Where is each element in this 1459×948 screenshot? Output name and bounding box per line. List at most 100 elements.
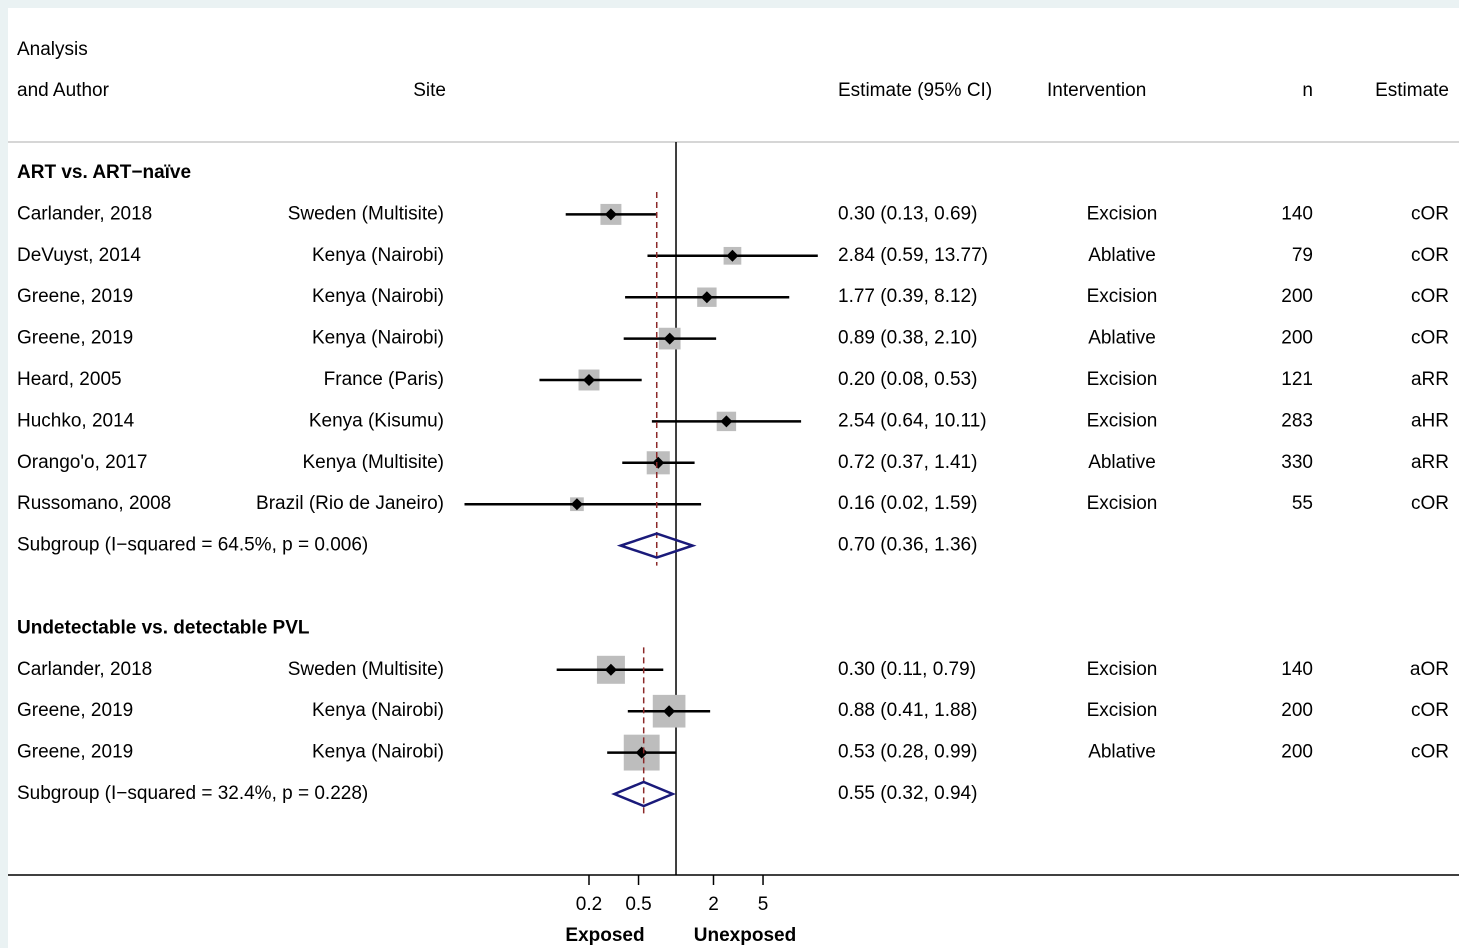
header-measure: Estimate	[1375, 80, 1449, 101]
x-label-right: Unexposed	[694, 925, 796, 946]
point-estimate	[663, 332, 676, 345]
study-measure: cOR	[1411, 203, 1449, 224]
study-measure: cOR	[1411, 493, 1449, 514]
study-author: Greene, 2019	[17, 286, 133, 307]
point-estimate	[570, 498, 583, 511]
pooled-diamond	[616, 532, 697, 559]
header-n: n	[1302, 80, 1313, 101]
study-estimate: 2.84 (0.59, 13.77)	[838, 245, 988, 266]
study-intervention: Ablative	[1088, 742, 1156, 763]
study-author: Heard, 2005	[17, 369, 122, 390]
study-estimate: 0.16 (0.02, 1.59)	[838, 493, 977, 514]
pooled-estimate: 0.70 (0.36, 1.36)	[838, 535, 977, 556]
study-author: Russomano, 2008	[17, 493, 171, 514]
study-measure: cOR	[1411, 245, 1449, 266]
x-tick-label: 2	[708, 894, 719, 915]
study-author: DeVuyst, 2014	[17, 245, 141, 266]
study-site: Kenya (Nairobi)	[312, 742, 444, 763]
study-author: Greene, 2019	[17, 328, 133, 349]
study-estimate: 0.72 (0.37, 1.41)	[838, 452, 977, 473]
study-n: 200	[1281, 700, 1313, 721]
study-site: Sweden (Multisite)	[288, 203, 444, 224]
point-estimate	[582, 374, 595, 386]
x-tick-label: 0.2	[576, 894, 602, 915]
study-measure: cOR	[1411, 700, 1449, 721]
study-measure: cOR	[1411, 742, 1449, 763]
study-intervention: Excision	[1087, 369, 1158, 390]
study-intervention: Excision	[1087, 493, 1158, 514]
study-intervention: Excision	[1087, 700, 1158, 721]
study-site: Kenya (Nairobi)	[312, 245, 444, 266]
x-tick-label: 0.5	[625, 894, 651, 915]
point-estimate	[652, 456, 665, 469]
study-author: Huchko, 2014	[17, 410, 135, 431]
study-author: Greene, 2019	[17, 700, 133, 721]
study-n: 55	[1292, 493, 1313, 514]
study-measure: aHR	[1411, 410, 1449, 431]
study-n: 140	[1281, 659, 1313, 680]
study-author: Orango'o, 2017	[17, 452, 147, 473]
point-estimate	[726, 249, 739, 262]
study-estimate: 0.30 (0.11, 0.79)	[838, 659, 976, 680]
pooled-label: Subgroup (I−squared = 64.5%, p = 0.006)	[17, 535, 368, 556]
study-n: 79	[1292, 245, 1313, 266]
x-tick-label: 5	[758, 894, 769, 915]
study-estimate: 0.53 (0.28, 0.99)	[838, 742, 977, 763]
header-author-top: Analysis	[17, 39, 88, 60]
pooled-label: Subgroup (I−squared = 32.4%, p = 0.228)	[17, 783, 368, 804]
study-measure: aOR	[1410, 659, 1449, 680]
study-n: 200	[1281, 742, 1313, 763]
x-label-left: Exposed	[565, 925, 644, 946]
study-estimate: 0.89 (0.38, 2.10)	[838, 328, 977, 349]
study-n: 140	[1281, 203, 1313, 224]
study-author: Greene, 2019	[17, 742, 133, 763]
study-site: France (Paris)	[324, 369, 444, 390]
header-site: Site	[413, 80, 446, 101]
study-intervention: Ablative	[1088, 328, 1156, 349]
plot-background	[8, 8, 1459, 948]
study-estimate: 0.88 (0.41, 1.88)	[838, 700, 977, 721]
point-estimate	[700, 291, 713, 304]
study-n: 330	[1281, 452, 1313, 473]
header-author: and Author	[17, 80, 110, 101]
point-estimate	[635, 746, 648, 759]
study-n: 283	[1281, 410, 1313, 431]
study-measure: aRR	[1411, 369, 1449, 390]
group-title: ART vs. ART−naïve	[17, 162, 191, 183]
study-author: Carlander, 2018	[17, 203, 152, 224]
pooled-diamond	[611, 780, 676, 808]
study-measure: cOR	[1411, 286, 1449, 307]
pooled-estimate: 0.55 (0.32, 0.94)	[838, 783, 977, 804]
study-estimate: 0.30 (0.13, 0.69)	[838, 203, 977, 224]
study-site: Brazil (Rio de Janeiro)	[256, 493, 444, 514]
study-site: Kenya (Nairobi)	[312, 328, 444, 349]
study-site: Sweden (Multisite)	[288, 659, 444, 680]
study-intervention: Excision	[1087, 203, 1158, 224]
study-measure: cOR	[1411, 328, 1449, 349]
point-estimate	[604, 663, 617, 676]
study-n: 121	[1281, 369, 1313, 390]
study-estimate: 2.54 (0.64, 10.11)	[838, 410, 987, 431]
study-intervention: Excision	[1087, 659, 1158, 680]
study-n: 200	[1281, 328, 1313, 349]
study-estimate: 1.77 (0.39, 8.12)	[838, 286, 977, 307]
study-intervention: Ablative	[1088, 245, 1156, 266]
point-estimate	[720, 415, 733, 428]
study-site: Kenya (Nairobi)	[312, 286, 444, 307]
study-site: Kenya (Nairobi)	[312, 700, 444, 721]
study-intervention: Excision	[1087, 286, 1158, 307]
study-author: Carlander, 2018	[17, 659, 152, 680]
study-estimate: 0.20 (0.08, 0.53)	[838, 369, 977, 390]
study-site: Kenya (Kisumu)	[309, 410, 444, 431]
study-intervention: Excision	[1087, 410, 1158, 431]
study-site: Kenya (Multisite)	[303, 452, 445, 473]
study-n: 200	[1281, 286, 1313, 307]
group-title: Undetectable vs. detectable PVL	[17, 617, 310, 638]
point-estimate	[663, 705, 676, 718]
point-estimate	[604, 208, 617, 221]
study-intervention: Ablative	[1088, 452, 1156, 473]
study-measure: aRR	[1411, 452, 1449, 473]
header-intervention: Intervention	[1047, 80, 1146, 101]
